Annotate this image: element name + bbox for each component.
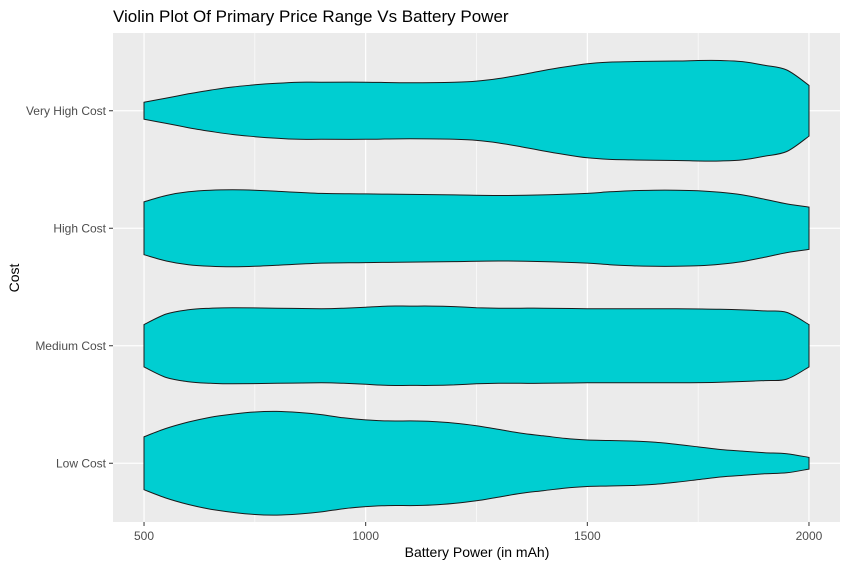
violin-medium-cost <box>143 305 810 386</box>
y-axis-title: Cost <box>6 264 22 293</box>
violin-low-cost <box>143 410 810 516</box>
x-tick-labels: 500 1000 1500 2000 <box>134 529 823 543</box>
axis-ticks <box>109 110 810 526</box>
x-tick-label: 1500 <box>574 529 601 543</box>
x-tick-label: 2000 <box>796 529 823 543</box>
violin-layer <box>143 59 810 516</box>
y-tick-label: Very High Cost <box>26 104 107 118</box>
y-tick-label: High Cost <box>53 221 106 235</box>
x-tick-label: 500 <box>134 529 154 543</box>
violin-high-cost <box>143 189 810 268</box>
chart-title: Violin Plot Of Primary Price Range Vs Ba… <box>113 7 509 26</box>
y-tick-labels: Low Cost Medium Cost High Cost Very High Co… <box>26 104 107 471</box>
y-tick-label: Low Cost <box>56 456 107 470</box>
x-tick-label: 1000 <box>352 529 379 543</box>
y-tick-label: Medium Cost <box>35 339 106 353</box>
violin-very-high-cost <box>143 59 810 162</box>
x-axis-title: Battery Power (in mAh) <box>405 544 550 560</box>
